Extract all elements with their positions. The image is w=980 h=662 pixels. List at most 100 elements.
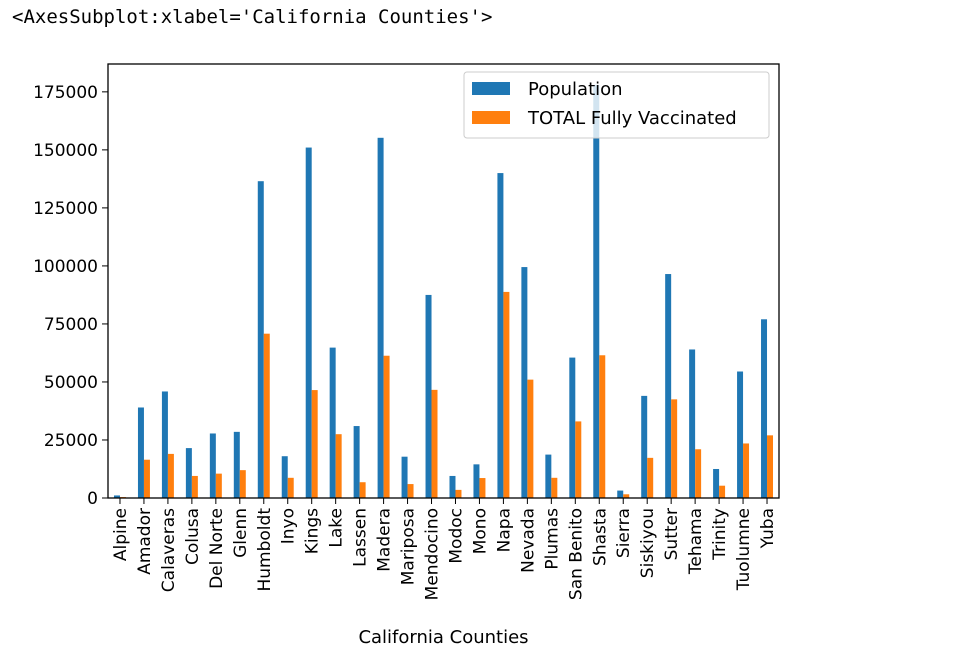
x-tick-label: Madera	[375, 508, 395, 572]
y-tick-label: 100000	[33, 257, 98, 277]
bar-population-10	[353, 426, 360, 498]
bar-population-2	[161, 391, 168, 498]
bar-population-27	[761, 319, 768, 498]
x-tick-label: Trinity	[710, 508, 730, 561]
bar-population-0	[113, 495, 120, 498]
x-tick-label: San Benito	[566, 508, 586, 600]
bar-population-22	[641, 395, 648, 498]
bar-vaccinated-4	[215, 473, 222, 498]
bar-population-24	[689, 349, 696, 498]
x-tick-label: Mono	[470, 508, 490, 554]
x-tick-label: Glenn	[231, 508, 251, 558]
bar-vaccinated-1	[143, 459, 150, 498]
x-tick-label: Plumas	[542, 508, 562, 570]
x-tick-label: Sierra	[614, 508, 634, 558]
bar-population-21	[617, 490, 624, 498]
bar-vaccinated-17	[527, 379, 534, 498]
bars-layer	[113, 84, 774, 499]
x-tick-label: Amador	[135, 508, 155, 575]
legend: Population TOTAL Fully Vaccinated	[463, 71, 770, 139]
x-tick-label: Kings	[303, 508, 323, 554]
legend-swatch-1	[472, 111, 510, 124]
bar-vaccinated-14	[455, 489, 462, 498]
bar-vaccinated-25	[719, 485, 726, 498]
x-axis-label: California Counties	[358, 627, 528, 648]
x-tick-label: Inyo	[279, 508, 299, 544]
legend-box	[463, 71, 770, 139]
x-tick-label: Yuba	[758, 508, 778, 549]
bar-vaccinated-22	[647, 457, 654, 498]
x-tick-label: Nevada	[518, 508, 538, 573]
bar-vaccinated-10	[359, 482, 366, 498]
bar-population-7	[281, 456, 288, 498]
bar-population-5	[233, 431, 240, 498]
x-tick-label: Mariposa	[399, 508, 419, 585]
bar-population-4	[209, 433, 216, 498]
x-tick-label: Lassen	[351, 508, 371, 567]
x-tick-label: Lake	[327, 508, 347, 548]
bar-population-16	[497, 173, 504, 498]
bar-population-6	[257, 181, 264, 498]
bar-vaccinated-5	[239, 470, 246, 498]
x-tick-label: Del Norte	[207, 508, 227, 589]
x-tick-label: Modoc	[446, 508, 466, 564]
bar-population-23	[665, 274, 672, 498]
legend-label-0: Population	[528, 79, 623, 100]
legend-label-1: TOTAL Fully Vaccinated	[527, 108, 737, 129]
bar-population-3	[185, 448, 192, 498]
bar-population-17	[521, 267, 528, 498]
output-repr-text: <AxesSubplot:xlabel='California Counties…	[12, 6, 493, 28]
bar-population-18	[545, 454, 552, 498]
bar-population-19	[569, 357, 576, 498]
bar-vaccinated-2	[167, 453, 174, 498]
x-tick-label: Napa	[494, 508, 514, 552]
bar-population-1	[137, 407, 144, 498]
x-tick-label: Tehama	[686, 508, 706, 575]
bar-vaccinated-19	[575, 421, 582, 498]
bar-vaccinated-13	[431, 389, 438, 498]
bar-population-9	[329, 347, 336, 498]
x-tick-label: Calaveras	[159, 508, 179, 592]
y-tick-label: 25000	[44, 431, 98, 451]
x-tick-label: Sutter	[662, 508, 682, 560]
y-tick-label: 75000	[44, 315, 98, 335]
y-axis: 0 25000 50000 75000 100000 125000 150000 175000	[33, 83, 108, 509]
bar-vaccinated-21	[623, 494, 630, 498]
y-tick-label: 50000	[44, 373, 98, 393]
bar-population-26	[737, 371, 744, 498]
axes-frame	[107, 63, 780, 499]
bar-vaccinated-7	[287, 477, 294, 498]
x-axis: Alpine Amador Calaveras Colusa Del Norte Glen…	[111, 498, 778, 600]
x-tick-label: Mendocino	[423, 508, 443, 600]
x-tick-label: Alpine	[111, 508, 131, 561]
bar-vaccinated-6	[263, 333, 270, 498]
bar-population-13	[425, 294, 432, 498]
bar-vaccinated-16	[503, 291, 510, 498]
bar-vaccinated-18	[551, 477, 558, 498]
x-tick-label: Siskiyou	[638, 508, 658, 578]
bar-vaccinated-15	[479, 478, 486, 498]
bar-vaccinated-11	[383, 355, 390, 498]
bar-population-15	[473, 464, 480, 498]
bar-vaccinated-3	[191, 475, 198, 498]
bar-vaccinated-27	[767, 435, 774, 498]
bar-population-11	[377, 137, 384, 499]
bar-vaccinated-26	[743, 443, 750, 498]
bar-population-8	[305, 147, 312, 499]
x-tick-label: Humboldt	[255, 508, 275, 592]
x-tick-label: Colusa	[183, 508, 203, 565]
y-tick-label: 0	[87, 489, 98, 509]
bar-population-20	[593, 84, 600, 498]
bar-vaccinated-24	[695, 449, 702, 498]
bar-population-14	[449, 475, 456, 498]
x-tick-label: Tuolumne	[734, 508, 754, 591]
x-tick-label: Shasta	[590, 508, 610, 566]
bar-population-12	[401, 456, 408, 498]
bar-vaccinated-8	[311, 390, 318, 498]
y-tick-label: 175000	[33, 83, 98, 103]
bar-vaccinated-20	[599, 355, 606, 498]
y-tick-label: 125000	[33, 199, 98, 219]
bar-population-25	[713, 468, 720, 498]
bar-vaccinated-23	[671, 399, 678, 498]
